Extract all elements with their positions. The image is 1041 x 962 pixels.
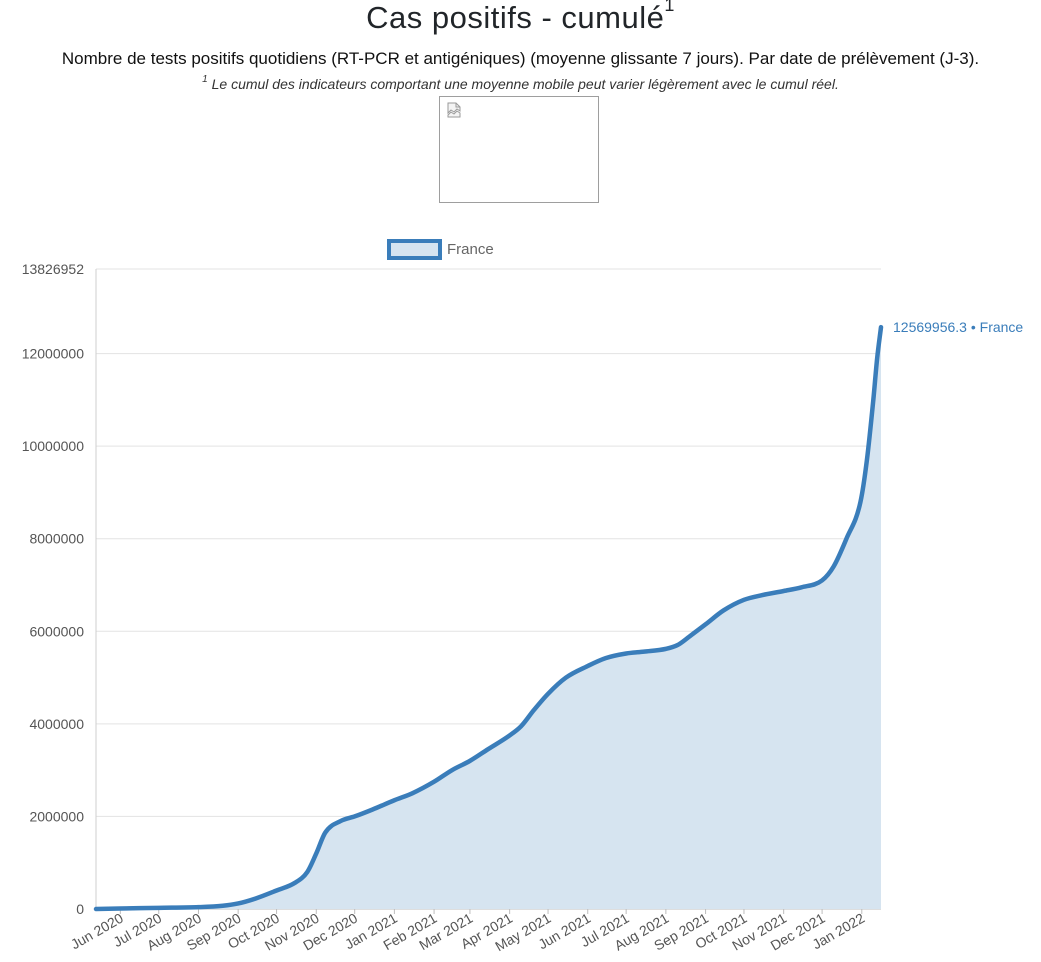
y-tick-label: 12000000 — [22, 346, 85, 362]
image-placeholder — [439, 96, 599, 203]
legend-swatch-france — [387, 239, 442, 260]
footnote-text: Le cumul des indicateurs comportant une … — [211, 76, 839, 92]
footnote: 1 Le cumul des indicateurs comportant un… — [0, 75, 1041, 93]
y-tick-label: 4000000 — [29, 716, 84, 732]
y-tick-label: 0 — [76, 901, 84, 917]
chart-subtitle: Nombre de tests positifs quotidiens (RT-… — [61, 49, 980, 68]
broken-image-icon — [447, 102, 461, 118]
y-tick-label: 10000000 — [22, 438, 85, 454]
footnote-marker: 1 — [202, 74, 208, 85]
y-tick-label: 8000000 — [29, 531, 84, 547]
chart-svg: France 0 2000000 4000000 6000000 8000000 1000… — [22, 239, 1023, 954]
y-tick-label: 2000000 — [29, 808, 84, 824]
y-tick-label: 6000000 — [29, 623, 84, 639]
legend[interactable]: France — [387, 239, 494, 260]
series-line-france — [93, 324, 884, 912]
title-text: Cas positifs - cumulé — [366, 0, 665, 35]
legend-label-france: France — [447, 241, 494, 258]
y-axis: 0 2000000 4000000 6000000 8000000 10000000 120… — [22, 261, 85, 917]
title-footnote-marker: 1 — [664, 0, 675, 15]
y-tick-label: 13826952 — [22, 261, 85, 277]
series-end-label: 12569956.3 • France — [893, 319, 1023, 335]
series-area-france — [96, 327, 881, 909]
chart-title: Cas positifs - cumulé1 — [0, 0, 1041, 36]
series-group: 12569956.3 • France — [93, 319, 1023, 912]
